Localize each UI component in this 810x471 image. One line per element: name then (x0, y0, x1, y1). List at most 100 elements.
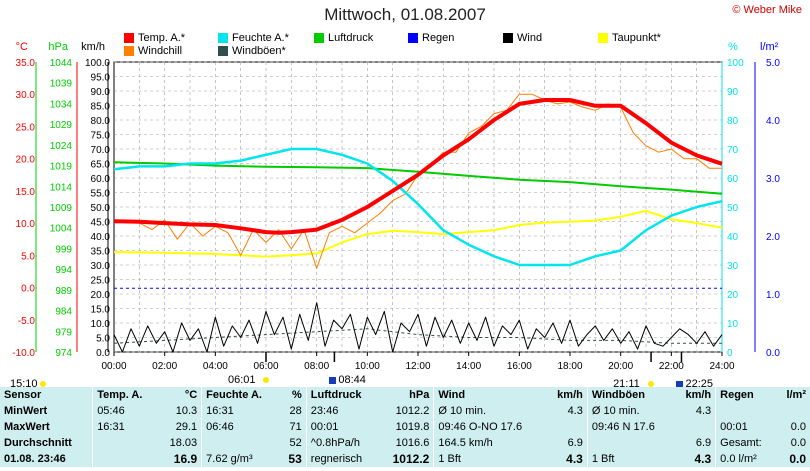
legend-item-humidity: Feuchte A.* (218, 32, 289, 44)
wind-tick-label: 10.0 (91, 319, 111, 330)
x-tick-label: 06:00 (253, 361, 278, 372)
x-tick-label: 08:00 (304, 361, 329, 372)
x-tick-label: 04:00 (203, 361, 228, 372)
sun-icon (263, 377, 269, 383)
legend-item-windchill: Windchill (124, 45, 182, 57)
x-tick-label: 22:00 (659, 361, 684, 372)
stats-cell: 71 (289, 421, 302, 433)
pressure-tick-label: 994 (55, 265, 72, 276)
stats-cell: 0.0 (790, 421, 806, 433)
stats-cell: 0.0 (790, 437, 806, 449)
humidity-tick-label: 50 (727, 203, 739, 214)
stats-cell: 4.3 (566, 452, 583, 466)
stats-cell (546, 419, 588, 435)
legend-item-rain: Regen (408, 32, 454, 44)
pressure-tick-label: 1044 (50, 58, 73, 69)
rain-tick-label: 5.0 (766, 58, 780, 69)
temp-tick-label: -10.0 (12, 348, 35, 359)
humidity-tick-label: 60 (727, 174, 739, 185)
stats-cell: 10.3 (175, 405, 198, 417)
stats-cell: Durchschnitt (4, 437, 72, 449)
stats-header-cell: l/m² (786, 389, 806, 401)
humidity-tick-label: 10 (727, 319, 739, 330)
humidity-tick-label: 80 (727, 116, 739, 127)
wind-tick-label: 5.0 (96, 334, 110, 345)
x-tick-label: 12:00 (405, 361, 430, 372)
stats-cell: 01.08. 23:46 (4, 453, 66, 465)
legend-swatch (314, 33, 324, 43)
sun-icon (40, 381, 46, 387)
stats-cell (715, 403, 777, 419)
series-line-wind (113, 302, 723, 353)
temp-tick-label: 5.0 (21, 251, 35, 262)
humidity-tick-label: 100 (727, 58, 744, 69)
stats-cell: 4.3 (567, 405, 583, 417)
wind-tick-label: 60.0 (91, 174, 111, 185)
rain-unit-label: l/m² (760, 41, 779, 53)
stats-cell (674, 419, 716, 435)
stats-cell (201, 435, 280, 451)
pressure-tick-label: 1004 (50, 224, 73, 235)
x-tick-label: 10:00 (355, 361, 380, 372)
wind-unit-label: km/h (81, 41, 105, 53)
stats-cell: 00:01 (305, 419, 379, 435)
stats-header-cell: Windböen (586, 387, 675, 403)
humidity-tick-label: 30 (727, 261, 739, 272)
legend-swatch (408, 33, 418, 43)
stats-cell: 1 Bft (433, 451, 546, 467)
x-tick-label: 00:00 (101, 361, 126, 372)
stats-cell: 16:31 (92, 419, 158, 435)
stats-cell (776, 403, 810, 419)
moon-icon (329, 377, 337, 384)
series-line-taupunkt (113, 209, 723, 258)
sun-time-label: 06:01 (228, 374, 256, 386)
wind-tick-label: 75.0 (91, 131, 111, 142)
stats-cell (586, 435, 675, 451)
stats-cell: Ø 10 min. (586, 403, 675, 419)
moon-icon (676, 381, 684, 388)
stats-cell: 52 (289, 437, 302, 449)
legend-swatch (218, 46, 228, 56)
rain-tick-label: 3.0 (766, 174, 780, 185)
wind-tick-label: 40.0 (91, 232, 111, 243)
stats-cell: 06:46 (201, 419, 280, 435)
chart-title: Mittwoch, 01.08.2007 (324, 5, 486, 24)
wind-tick-label: 25.0 (91, 276, 111, 287)
stats-header-row: Sensor Temp. A. °C Feuchte A. % Luftdruc… (0, 387, 810, 403)
x-tick-label: 02:00 (152, 361, 177, 372)
pressure-unit-label: hPa (48, 41, 68, 53)
wind-tick-label: 95.0 (91, 73, 111, 84)
legend-swatch (124, 46, 134, 56)
temp-tick-label: 25.0 (16, 122, 36, 133)
pressure-tick-label: 974 (55, 348, 72, 359)
stats-cell: 29.1 (175, 421, 198, 433)
stats-cell: Ø 10 min. (433, 403, 546, 419)
stats-header-cell: °C (184, 389, 198, 401)
x-tick-label: 20:00 (608, 361, 633, 372)
wind-tick-label: 45.0 (91, 218, 111, 229)
legend-item-wind: Wind (503, 32, 542, 44)
humidity-tick-label: 20 (727, 290, 739, 301)
rain-tick-label: 2.0 (766, 232, 780, 243)
stats-row-max: MaxWert 16:31 29.1 06:46 71 00:01 1019.8… (0, 419, 810, 435)
temp-tick-label: 15.0 (16, 187, 36, 198)
legend-item-pressure: Luftdruck (314, 32, 373, 44)
stats-cell: 0.0 (789, 452, 806, 466)
stats-cell: 1 Bft (586, 451, 675, 467)
stats-cell: 1016.6 (395, 437, 430, 449)
wind-tick-label: 90.0 (91, 87, 111, 98)
wind-tick-label: 65.0 (91, 160, 111, 171)
temp-tick-label: 10.0 (16, 219, 36, 230)
stats-cell: 7.62 g/m³ (201, 451, 280, 467)
stats-cell: 53 (288, 452, 302, 466)
stats-cell: 09:46 N 17.6 (586, 419, 675, 435)
wind-tick-label: 15.0 (91, 305, 111, 316)
rain-tick-label: 4.0 (766, 116, 780, 127)
series-line-luftdruck (113, 161, 723, 195)
stats-cell: 0.0 l/m² (715, 451, 777, 467)
temp-tick-label: 30.0 (16, 90, 36, 101)
stats-header-cell: % (292, 389, 302, 401)
wind-tick-label: 85.0 (91, 102, 111, 113)
stats-row-avg: Durchschnitt 18.03 52 ^0.8hPa/h 1016.6 1… (0, 435, 810, 451)
stats-header-cell: Luftdruck (305, 387, 379, 403)
